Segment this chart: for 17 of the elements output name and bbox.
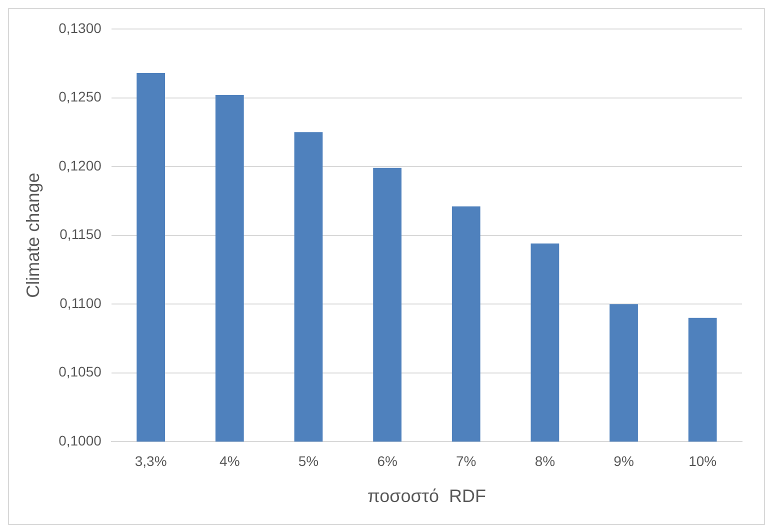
- y-tick-label: 0,1200: [58, 157, 102, 174]
- y-tick-label: 0,1300: [58, 20, 102, 36]
- x-axis-title: ποσοστό RDF: [367, 486, 486, 506]
- x-tick-label: 7%: [456, 452, 476, 469]
- x-tick-label: 6%: [377, 452, 398, 469]
- x-tick-label: 10%: [688, 452, 717, 469]
- y-axis-title: Climate change: [22, 172, 43, 298]
- x-tick-label: 3,3%: [134, 452, 167, 469]
- x-tick-label: 8%: [534, 452, 556, 469]
- x-tick-label: 9%: [614, 452, 634, 469]
- y-tick-label: 0,1150: [60, 226, 102, 242]
- x-tick-label: 5%: [298, 452, 319, 469]
- y-tick-label: 0,1000: [58, 432, 102, 448]
- x-tick-label: 4%: [220, 452, 240, 469]
- y-tick-label: 0,1250: [58, 88, 102, 105]
- y-tick-label: 0,1100: [60, 294, 102, 311]
- y-tick-label: 0,1050: [58, 364, 102, 380]
